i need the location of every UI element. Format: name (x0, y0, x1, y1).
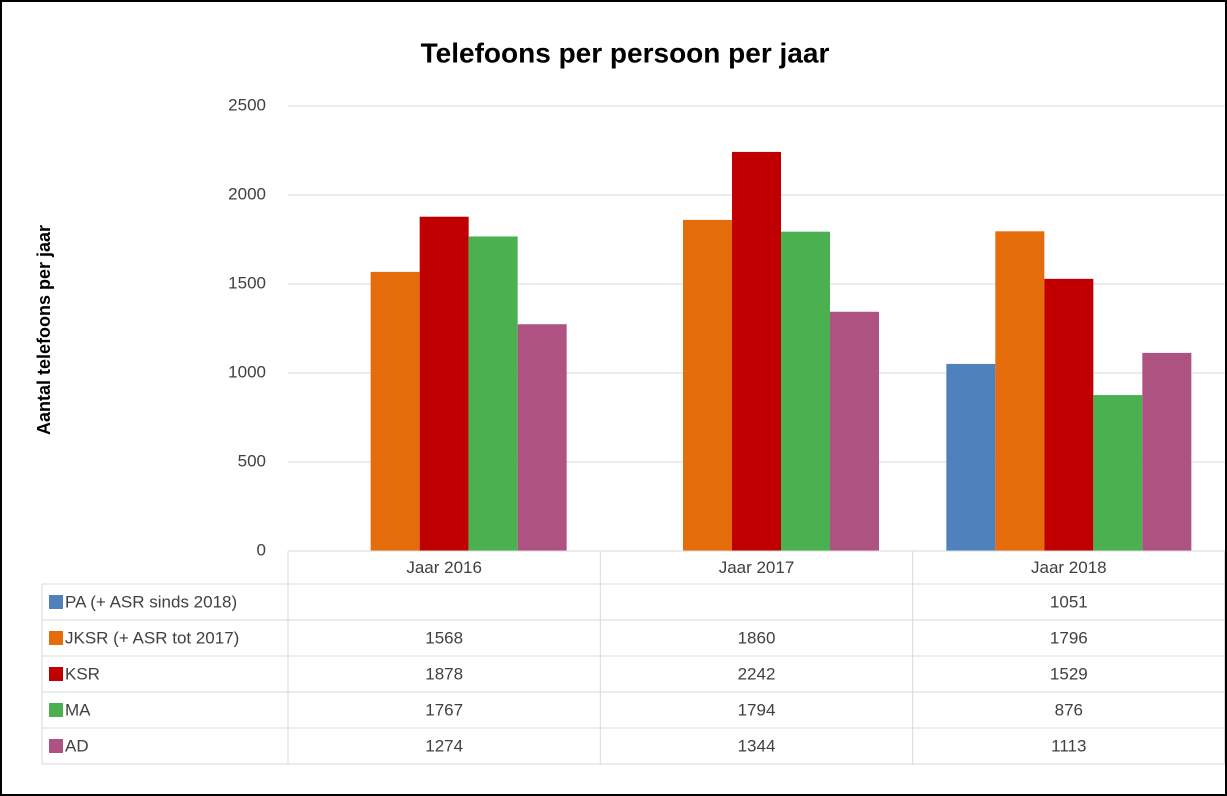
legend-swatch (49, 631, 63, 645)
table-value: 1767 (425, 700, 463, 719)
table-value: 2242 (738, 664, 776, 683)
legend-label: JKSR (+ ASR tot 2017) (65, 628, 239, 647)
table-value: 1796 (1050, 628, 1088, 647)
bar (468, 236, 518, 551)
legend-swatch (49, 703, 63, 717)
table-value: 1878 (425, 664, 463, 683)
bar (1044, 278, 1094, 551)
legend-label: AD (65, 736, 89, 755)
table-value: 876 (1055, 700, 1083, 719)
bar (419, 216, 469, 551)
bar (830, 311, 879, 551)
table-value: 1274 (425, 736, 463, 755)
y-tick-label: 0 (257, 540, 266, 559)
legend-swatch (49, 739, 63, 753)
bar (781, 231, 830, 551)
bar (683, 219, 732, 552)
chart-title: Telefoons per persoon per jaar (421, 37, 830, 68)
legend-label: KSR (65, 664, 100, 683)
legend-label: MA (65, 700, 91, 719)
bar (1142, 352, 1192, 551)
legend-swatch (49, 667, 63, 681)
table-value: 1568 (425, 628, 463, 647)
table-value: 1529 (1050, 664, 1088, 683)
x-tick-label: Jaar 2016 (406, 558, 482, 577)
y-tick-label: 2000 (228, 184, 266, 203)
y-tick-label: 1000 (228, 362, 266, 381)
x-tick-label: Jaar 2018 (1031, 558, 1107, 577)
y-axis-label: Aantal telefoons per jaar (34, 225, 54, 435)
y-tick-label: 2500 (228, 95, 266, 114)
table-value: 1113 (1051, 736, 1086, 755)
table-value: 1344 (738, 736, 776, 755)
legend-label: PA (+ ASR sinds 2018) (65, 592, 237, 611)
table-value: 1794 (738, 700, 776, 719)
bar (370, 271, 420, 551)
table-value: 1860 (738, 628, 776, 647)
bar (517, 324, 567, 551)
bar (946, 363, 996, 551)
table-value: 1051 (1050, 592, 1088, 611)
legend-swatch (49, 595, 63, 609)
bar (732, 151, 781, 551)
y-tick-label: 1500 (228, 273, 266, 292)
x-tick-label: Jaar 2017 (719, 558, 795, 577)
y-tick-label: 500 (238, 451, 266, 470)
bar (1093, 395, 1143, 551)
bar (995, 231, 1045, 551)
